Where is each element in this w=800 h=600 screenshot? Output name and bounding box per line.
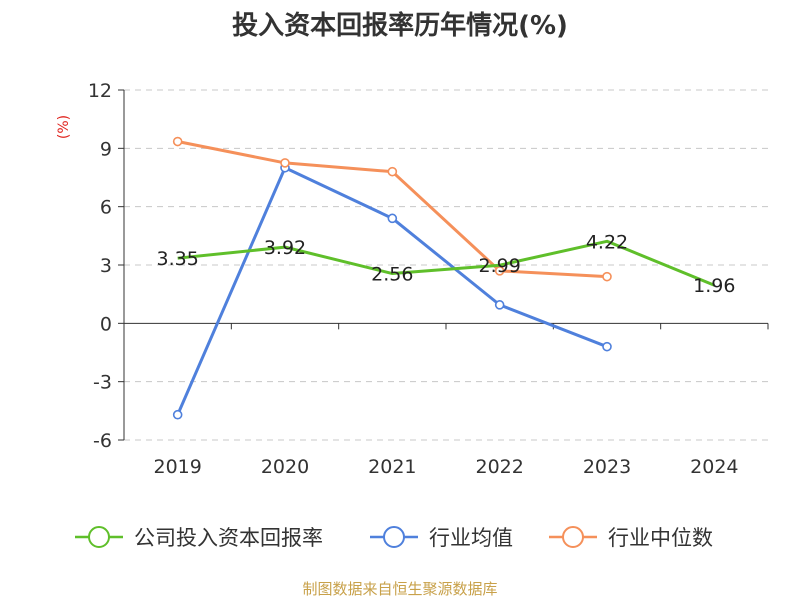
data-labels: 3.35 3.92 2.56 2.99 4.22 1.96 (157, 231, 736, 297)
legend-label: 公司投入资本回报率 (134, 526, 323, 550)
legend-item-0[interactable]: 公司投入资本回报率 (75, 526, 323, 550)
legend-marker (383, 526, 405, 548)
y-tick-label: 3 (100, 255, 112, 277)
legend-label: 行业均值 (429, 526, 513, 550)
legend-marker (562, 526, 584, 548)
source-note: 制图数据来自恒生聚源数据库 (302, 580, 497, 598)
x-tick-label: 2022 (475, 456, 523, 478)
x-tick-label: 2023 (583, 456, 631, 478)
data-label: 3.35 (157, 248, 199, 270)
series-point-1 (387, 213, 398, 224)
y-tick-label: -3 (93, 372, 112, 394)
data-label: 3.92 (264, 237, 306, 259)
legend-item-1[interactable]: 行业均值 (370, 526, 513, 550)
data-label: 2.56 (371, 264, 413, 286)
series-line-0 (177, 239, 715, 287)
series-point-1 (172, 409, 183, 420)
x-tick-label: 2024 (690, 456, 738, 478)
y-tick-label: 6 (100, 197, 112, 219)
legend-label: 行业中位数 (608, 526, 713, 550)
chart-title: 投入资本回报率历年情况(%) (232, 10, 568, 41)
data-label: 1.96 (693, 275, 735, 297)
legend-item-2[interactable]: 行业中位数 (549, 526, 713, 550)
grid (124, 89, 768, 441)
axes: -6 -3 0 3 6 9 12 2019 2020 2021 2022 2023 2024 (88, 80, 769, 478)
data-label: 2.99 (479, 255, 521, 277)
series-point-2 (602, 271, 612, 282)
series-layer (172, 136, 715, 420)
x-tick-label: 2021 (368, 456, 416, 478)
series-point-2 (387, 166, 398, 177)
legend[interactable]: 公司投入资本回报率 行业均值 行业中位数 (75, 526, 713, 550)
y-tick-label: 9 (100, 138, 112, 160)
y-tick-label: 0 (100, 313, 112, 335)
y-tick-label: 12 (88, 80, 112, 102)
series-point-2 (172, 136, 183, 147)
series-point-1 (494, 300, 505, 310)
series-point-2 (494, 266, 505, 276)
x-tick-label: 2020 (261, 456, 309, 478)
series-point-1 (602, 341, 612, 352)
x-tick-label: 2019 (153, 456, 201, 478)
series-point-2 (280, 158, 290, 168)
y-tick-label: -6 (93, 430, 112, 452)
legend-marker (88, 526, 110, 548)
data-label: 4.22 (586, 231, 628, 253)
series-line-1 (176, 166, 608, 416)
y-axis-unit: (%) (56, 115, 72, 139)
